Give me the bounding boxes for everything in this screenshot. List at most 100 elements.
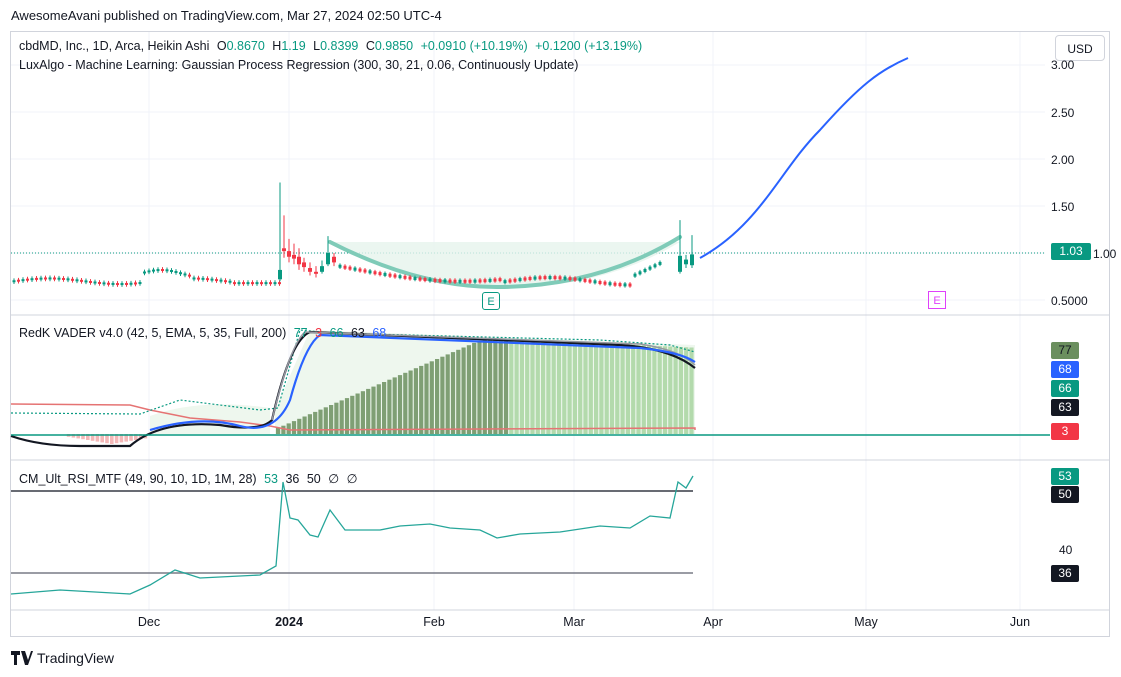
change-value-2: +0.1200 (+13.19%) — [535, 39, 643, 53]
candle-body — [648, 266, 652, 270]
price-tick: 2.00 — [1051, 153, 1075, 167]
x-tick: Jun — [1009, 615, 1031, 629]
candle-body — [314, 271, 318, 274]
vader-neg-bar — [90, 434, 95, 441]
candle-body — [215, 279, 218, 282]
vader-neg-bar — [110, 434, 114, 444]
vader-bar — [297, 418, 302, 434]
candle-body — [273, 282, 277, 285]
rsi-v5: ∅ — [346, 472, 358, 486]
candle-body — [343, 265, 347, 269]
candle-body — [297, 256, 301, 265]
vader-bar — [286, 423, 291, 434]
candle-body — [152, 269, 155, 272]
x-tick: May — [854, 615, 878, 629]
candle-body — [156, 269, 160, 272]
candle-body — [653, 264, 657, 268]
symbol-name[interactable]: cbdMD, Inc., 1D, Arca, Heikin Ashi — [19, 39, 210, 53]
vader-bar — [392, 377, 397, 434]
vader-bar — [313, 411, 318, 434]
vader-v3: 66 — [329, 326, 344, 340]
brand-logo[interactable]: TradingView — [11, 650, 114, 666]
candle-body — [143, 271, 146, 274]
low-label: L — [313, 39, 321, 53]
vader-bar — [360, 391, 365, 434]
candle-body — [66, 278, 70, 281]
vader-neg-bar — [76, 434, 80, 439]
candle-body — [643, 268, 647, 272]
vader-bar — [281, 425, 286, 434]
vader-bar — [397, 375, 403, 434]
vader-bar — [329, 405, 334, 434]
candle-body — [338, 264, 342, 268]
candle-body — [498, 278, 502, 282]
vader-bar — [562, 341, 567, 434]
vader-bar — [514, 339, 519, 434]
vader-bar — [551, 341, 556, 434]
vader-bar — [429, 361, 434, 434]
vader-bar — [350, 395, 355, 434]
candle-body — [282, 248, 286, 252]
pane-dividers — [11, 314, 1109, 611]
publisher-line: AwesomeAvani published on TradingView.co… — [11, 8, 442, 23]
vader-bar — [509, 339, 514, 434]
earnings-marker-upcoming[interactable]: E — [928, 291, 946, 309]
last-price-tag: 1.03 — [1051, 243, 1091, 260]
vader-blue-line — [149, 333, 696, 432]
vader-bar — [567, 341, 572, 434]
candle-body — [326, 253, 330, 265]
vader-bar — [376, 384, 381, 434]
candle-body — [179, 272, 182, 275]
main-legend: cbdMD, Inc., 1D, Arca, Heikin Ashi O0.86… — [19, 39, 646, 53]
rsi-name[interactable]: CM_Ult_RSI_MTF (49, 90, 10, 1D, 1M, 28) — [19, 472, 257, 486]
rsi-v3: 50 — [306, 472, 321, 486]
vader-bar — [572, 342, 577, 434]
vader-bar — [403, 372, 408, 434]
candle-body — [578, 278, 582, 282]
candle-body — [219, 279, 223, 282]
vader-bar — [472, 342, 477, 434]
vader-bar — [445, 354, 450, 434]
candle-body — [233, 282, 236, 285]
candle-body — [260, 282, 263, 285]
candle-body — [488, 278, 492, 282]
earnings-marker[interactable]: E — [482, 292, 500, 310]
vader-bar — [503, 339, 509, 434]
candle-body — [102, 282, 106, 285]
candle-body — [528, 276, 532, 280]
vader-bar — [461, 347, 466, 434]
vader-neg-bar — [134, 434, 138, 440]
indicator-legend[interactable]: LuxAlgo - Machine Learning: Gaussian Pro… — [19, 58, 579, 72]
candle-body — [368, 270, 372, 274]
candle-body — [269, 282, 272, 285]
vader-bar — [657, 346, 662, 434]
vader-bar — [435, 359, 440, 434]
candle-body — [543, 276, 547, 280]
candle-body — [17, 279, 20, 282]
candle-body — [278, 269, 282, 280]
candle-body — [628, 283, 632, 287]
candle-body — [618, 283, 622, 287]
rsi-tag: 36 — [1051, 565, 1079, 582]
vader-neg-bar — [129, 434, 133, 441]
change-value: +0.0910 (+10.19%) — [420, 39, 528, 53]
candle-body — [107, 282, 110, 285]
vader-bar — [456, 349, 461, 434]
currency-button[interactable]: USD — [1055, 35, 1105, 61]
candle-body — [684, 259, 688, 265]
vader-name[interactable]: RedK VADER v4.0 (42, 5, EMA, 5, 35, Full… — [19, 326, 287, 340]
vader-bar — [546, 340, 551, 434]
vader-bar — [525, 339, 530, 434]
vader-bar — [323, 407, 328, 434]
vader-bar — [302, 416, 307, 434]
candle-body — [363, 269, 367, 273]
candle-body — [413, 277, 417, 281]
rsi-pane — [10, 475, 694, 595]
vader-bar — [641, 345, 646, 434]
vader-bar — [583, 342, 588, 434]
candle-body — [493, 278, 497, 282]
vader-tag: 3 — [1051, 423, 1079, 440]
candle-body — [433, 278, 437, 282]
vader-v1: 77 — [293, 326, 308, 340]
